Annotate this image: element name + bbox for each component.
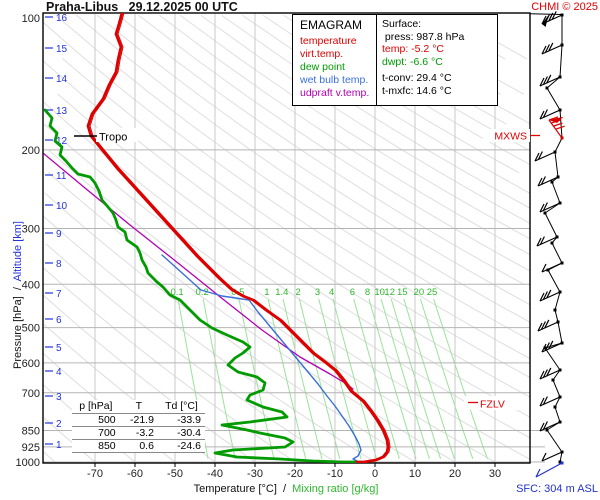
level-markers: Tropo MXWS FZLV bbox=[74, 128, 540, 411]
x-axis-temperature-label: Temperature [°C] bbox=[193, 483, 277, 495]
svg-text:4: 4 bbox=[56, 367, 62, 378]
legend-item-temperature: temperature bbox=[300, 35, 357, 47]
surface-tmxfc: t-mxfc: 14.6 °C bbox=[382, 84, 452, 97]
svg-text:12: 12 bbox=[384, 287, 395, 298]
surface-press: press: 987.8 hPa bbox=[382, 30, 465, 43]
axis-tick-labels: -70 -60 -50 -40 -30 -20 -10 0 10 20 30 100 200 300 400… bbox=[16, 13, 502, 480]
svg-text:15: 15 bbox=[56, 44, 68, 55]
sfc-elevation-label: SFC: 304 m ASL bbox=[516, 483, 598, 495]
table-row: 500 -21.9 -33.9 bbox=[72, 413, 205, 427]
surface-heading: Surface: bbox=[382, 18, 422, 30]
svg-text:30: 30 bbox=[489, 468, 501, 480]
svg-text:8: 8 bbox=[365, 287, 370, 298]
svg-text:500: 500 bbox=[22, 323, 40, 335]
svg-text:2: 2 bbox=[296, 287, 301, 298]
svg-text:400: 400 bbox=[22, 279, 40, 291]
legend-item-updraft: udpraft v.temp. bbox=[300, 87, 370, 99]
svg-text:0.1: 0.1 bbox=[170, 287, 183, 298]
svg-text:-20: -20 bbox=[287, 468, 303, 480]
svg-text:-60: -60 bbox=[127, 468, 143, 480]
svg-text:850: 850 bbox=[22, 425, 40, 437]
svg-text:4: 4 bbox=[329, 287, 334, 298]
y-axis-altitude-label: Altitude [km] bbox=[12, 221, 24, 282]
svg-text:15: 15 bbox=[397, 287, 408, 298]
legend-item-wet-bulb: wet bulb temp. bbox=[300, 74, 369, 86]
svg-text:-70: -70 bbox=[87, 468, 103, 480]
wind-barb-column bbox=[534, 11, 565, 478]
svg-text:8: 8 bbox=[56, 259, 62, 270]
svg-text:25: 25 bbox=[427, 287, 438, 298]
svg-text:1.4: 1.4 bbox=[275, 287, 288, 298]
levels-table-header: p [hPa] T Td [°C] bbox=[72, 400, 205, 414]
mixing-ratio-labels: 0.1 0.2 0.5 1 1.4 2 3 4 6 8 10 12 15 20 25 bbox=[170, 287, 437, 298]
legend-item-virt-temp: virt.temp. bbox=[300, 48, 344, 60]
svg-text:20: 20 bbox=[414, 287, 425, 298]
svg-text:10: 10 bbox=[56, 201, 68, 212]
svg-text:11: 11 bbox=[56, 171, 67, 182]
legend-title: EMAGRAM bbox=[300, 18, 363, 32]
levels-table: p [hPa] T Td [°C] 500 -21.9 -33.9 700 -3… bbox=[72, 400, 205, 453]
svg-text:925: 925 bbox=[22, 442, 40, 454]
col-dewpoint: Td [°C] bbox=[157, 400, 205, 414]
legend-item-dew-point: dew point bbox=[300, 61, 345, 73]
page-title: Praha-Libus 29.12.2025 00 UTC bbox=[46, 0, 238, 14]
svg-text:1000: 1000 bbox=[16, 457, 40, 469]
svg-text:12: 12 bbox=[56, 136, 68, 147]
svg-text:13: 13 bbox=[56, 106, 68, 117]
y-axis-pressure-label: Pressure [hPa] bbox=[12, 296, 24, 369]
svg-text:6: 6 bbox=[56, 315, 62, 326]
svg-text:0.2: 0.2 bbox=[196, 287, 209, 298]
col-pressure: p [hPa] bbox=[72, 400, 120, 414]
table-row: 700 -3.2 -30.4 bbox=[72, 426, 205, 440]
svg-text:Tropo: Tropo bbox=[99, 132, 127, 144]
svg-text:3: 3 bbox=[56, 392, 62, 403]
surface-temp: temp: -5.2 °C bbox=[382, 43, 444, 55]
svg-text:2: 2 bbox=[56, 419, 62, 430]
svg-text:700: 700 bbox=[22, 388, 40, 400]
svg-text:14: 14 bbox=[56, 74, 68, 85]
col-temp: T bbox=[119, 400, 158, 414]
sounding-curves bbox=[43, 13, 391, 463]
svg-text:6: 6 bbox=[350, 287, 355, 298]
svg-text:7: 7 bbox=[56, 289, 62, 300]
svg-text:0: 0 bbox=[372, 468, 378, 480]
svg-text:10: 10 bbox=[409, 468, 421, 480]
surface-tconv: t-conv: 29.4 °C bbox=[382, 72, 452, 84]
svg-text:20: 20 bbox=[449, 468, 461, 480]
x-axis-caption: Temperature [°C] / Mixing ratio [g/kg] bbox=[193, 483, 379, 495]
svg-text:300: 300 bbox=[22, 224, 40, 236]
svg-text:-10: -10 bbox=[327, 468, 343, 480]
svg-text:16: 16 bbox=[56, 13, 68, 24]
svg-text:9: 9 bbox=[56, 229, 62, 240]
svg-text:-50: -50 bbox=[167, 468, 183, 480]
y-axis-caption: Pressure [hPa] / Altitude [km] bbox=[12, 221, 24, 369]
credit-text: CHMI © 2025 bbox=[531, 1, 598, 13]
svg-text:1: 1 bbox=[56, 440, 62, 451]
svg-text:600: 600 bbox=[22, 358, 40, 370]
surface-dwpt: dwpt: -6.6 °C bbox=[382, 55, 443, 68]
legend-panel: EMAGRAM temperature virt.temp. dew point… bbox=[292, 14, 377, 106]
svg-text:5: 5 bbox=[56, 343, 62, 354]
table-row: 850 0.6 -24.6 bbox=[72, 439, 205, 453]
svg-text:MXWS: MXWS bbox=[494, 131, 527, 143]
plot-frame bbox=[42, 12, 563, 464]
svg-text:-30: -30 bbox=[247, 468, 263, 480]
svg-text:3: 3 bbox=[315, 287, 320, 298]
surface-panel: Surface: press: 987.8 hPa temp: -5.2 °C … bbox=[376, 14, 498, 106]
svg-text:FZLV: FZLV bbox=[480, 399, 505, 411]
x-axis-mixing-label: Mixing ratio [g/kg] bbox=[292, 483, 379, 495]
svg-text:10: 10 bbox=[374, 287, 385, 298]
svg-text:1: 1 bbox=[264, 287, 269, 298]
svg-text:-40: -40 bbox=[207, 468, 223, 480]
svg-text:100: 100 bbox=[22, 13, 40, 25]
svg-text:200: 200 bbox=[22, 145, 40, 157]
